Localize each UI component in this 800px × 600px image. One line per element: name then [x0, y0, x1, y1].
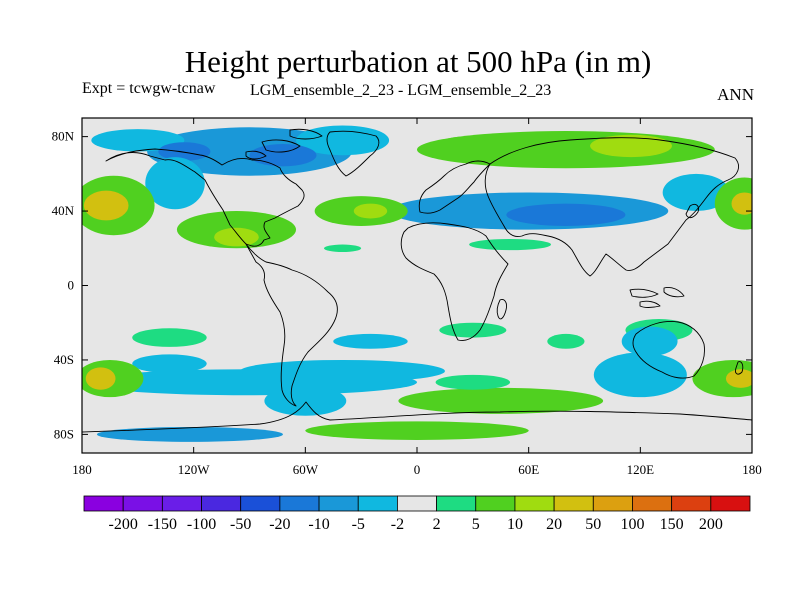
colorbar-box-16 [710, 495, 751, 512]
colorbar-box-11 [514, 495, 555, 512]
colorbar-label-11: 20 [546, 516, 562, 533]
field-region-31 [264, 386, 347, 416]
colorbar-box-4 [240, 495, 281, 512]
colorbar-box-14 [632, 495, 673, 512]
field-region-30 [240, 359, 445, 383]
colorbar-box-10 [475, 495, 516, 512]
field-region-2 [296, 125, 390, 156]
colorbar-label-12: 50 [585, 516, 601, 533]
colorbar-label-3: -50 [230, 516, 251, 533]
colorbar-label-14: 150 [660, 516, 684, 533]
colorbar-label-2: -100 [187, 516, 216, 533]
colorbar-label-7: -2 [391, 516, 404, 533]
colorbar-label-4: -20 [269, 516, 290, 533]
field-region-16 [731, 192, 752, 215]
field-region-33 [305, 421, 529, 440]
field-region-22 [469, 238, 551, 251]
lon-tick-label-1: 120W [178, 462, 211, 477]
colorbar-label-10: 10 [507, 516, 523, 533]
lon-tick-label-5: 120E [627, 462, 655, 477]
lon-tick-label-0: 180 [72, 462, 92, 477]
field-region-11 [590, 134, 672, 158]
field-region-5 [145, 157, 205, 210]
field-region-10 [437, 136, 490, 156]
colorbar-box-1 [122, 495, 163, 512]
field-region-42 [91, 372, 110, 385]
colorbar-label-13: 100 [620, 516, 644, 533]
lon-tick-label-2: 60W [293, 462, 319, 477]
colorbar-box-12 [553, 495, 594, 512]
field-region-24 [132, 354, 207, 373]
colorbar-box-15 [671, 495, 712, 512]
field-region-26 [439, 322, 507, 338]
colorbar-box-3 [201, 495, 242, 512]
field-region-36 [593, 352, 687, 398]
field-region-1 [91, 129, 185, 152]
lat-tick-label-4: 80S [54, 426, 74, 441]
colorbar-box-8 [397, 495, 437, 512]
field-region-35 [435, 374, 511, 390]
map-axes: 180 120W 60W 0 60E 120E 180 80N 40N 0 40S 80S [52, 118, 762, 477]
field-region-21 [323, 244, 362, 252]
colorbar-label-5: -10 [308, 516, 329, 533]
field-region-27 [547, 333, 585, 349]
field-region-37 [621, 326, 678, 357]
lon-tick-label-6: 180 [742, 462, 762, 477]
field-region-18 [353, 203, 388, 219]
lon-tick-label-3: 0 [414, 462, 421, 477]
field-region-7 [506, 203, 626, 226]
colorbar: -200 -150 -100 -50 -20 -10 -5 -2 2 5 10 20 50 100 150 2… [83, 495, 751, 533]
colorbar-box-7 [357, 495, 398, 512]
colorbar-box-0 [83, 495, 124, 512]
season-label: ANN [717, 85, 754, 104]
colorbar-box-13 [592, 495, 633, 512]
field-region-32 [96, 426, 283, 442]
coastlines [82, 128, 752, 453]
lat-tick-label-2: 0 [68, 278, 75, 293]
colorbar-box-9 [436, 495, 477, 512]
lat-tick-label-0: 80N [52, 129, 75, 144]
colorbar-label-15: 200 [699, 516, 723, 533]
field-region-38 [692, 359, 752, 398]
lat-tick-label-3: 40S [54, 352, 74, 367]
colorbar-box-6 [318, 495, 359, 512]
colorbar-box-5 [279, 495, 320, 512]
experiment-label: Expt = tcwgw-tcnaw [82, 80, 216, 97]
ensemble-label: LGM_ensemble_2_23 - LGM_ensemble_2_23 [250, 82, 552, 99]
field-region-14 [89, 198, 112, 213]
field-region-3 [249, 144, 317, 167]
colorbar-label-6: -5 [352, 516, 365, 533]
field-region-4 [158, 142, 211, 161]
field-region-23 [132, 328, 207, 347]
map-title: Height perturbation at 500 hPa (in m) [184, 44, 652, 79]
field-region-20 [214, 227, 259, 247]
colorbar-label-1: -150 [148, 516, 177, 533]
colorbar-label-8: 2 [433, 516, 441, 533]
colorbar-box-2 [161, 495, 202, 512]
field-region-25 [333, 333, 408, 349]
field-region-34 [398, 387, 604, 414]
colorbar-label-9: 5 [472, 516, 480, 533]
lat-tick-label-1: 40N [52, 203, 75, 218]
colorbar-label-0: -200 [109, 516, 138, 533]
lon-tick-label-4: 60E [518, 462, 539, 477]
field-region-39 [725, 369, 752, 388]
field-region-8 [662, 173, 730, 212]
